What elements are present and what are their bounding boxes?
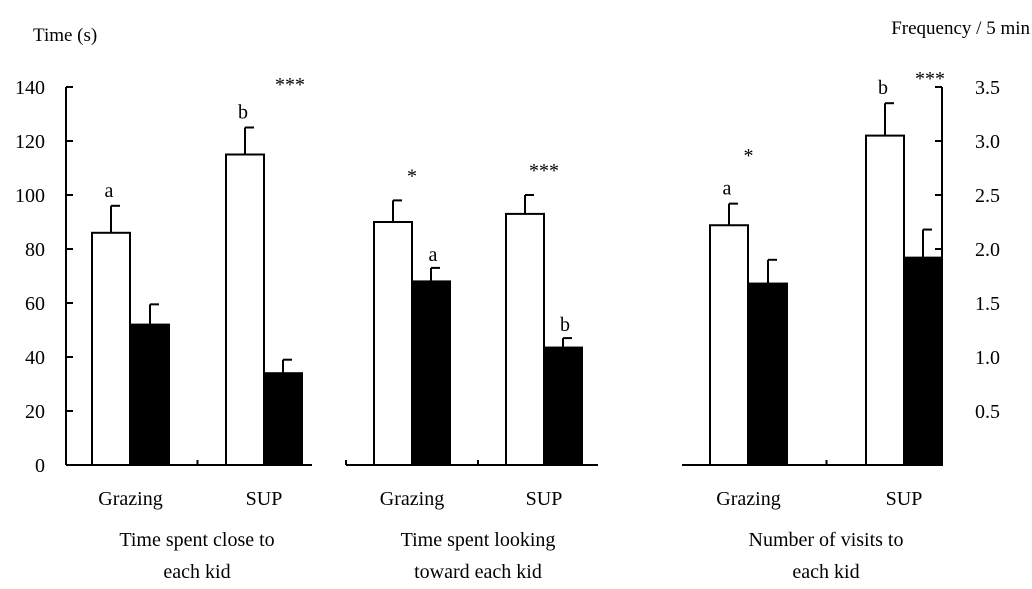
significance-label: * — [407, 165, 417, 187]
right-tick-label: 1.0 — [975, 347, 1000, 369]
left-tick-label: 100 — [15, 185, 45, 207]
right-tick-label: 3.0 — [975, 131, 1000, 153]
right-tick-label: 0.5 — [975, 401, 1000, 423]
right-tick-label: 2.5 — [975, 185, 1000, 207]
bar-filled — [903, 256, 943, 467]
significance-label: *** — [275, 74, 305, 96]
right-tick-label: 3.5 — [975, 77, 1000, 99]
left-tick-label: 40 — [25, 347, 45, 369]
category-label: SUP — [246, 488, 283, 510]
plot-area: 0 20 40 60 80 100 120 140 0.5 1.0 1.5 2.0 2.5 3.0 3.5 a… — [15, 68, 1000, 583]
significance-label: * — [744, 145, 754, 167]
bar-letter-label: a — [429, 244, 438, 266]
bar-open — [373, 221, 413, 466]
bar-filled — [543, 346, 583, 466]
group-label: Time spent close to — [119, 529, 274, 551]
significance-label: *** — [915, 68, 945, 90]
bar-open — [225, 153, 265, 466]
significance-label: *** — [529, 160, 559, 182]
right-tick-label: 2.0 — [975, 239, 1000, 261]
group-label: Time spent looking — [401, 529, 556, 551]
bar-open — [91, 231, 131, 466]
left-tick-label: 20 — [25, 401, 45, 423]
bar-letter-label: b — [878, 77, 888, 99]
category-label: Grazing — [380, 488, 444, 510]
bar-letter-label: a — [723, 178, 732, 200]
bar-letter-label: b — [560, 314, 570, 336]
bar-open — [709, 224, 749, 466]
bar-filled — [411, 280, 451, 466]
bar-open — [865, 134, 905, 466]
left-tick-label: 60 — [25, 293, 45, 315]
left-axis-title: Time (s) — [33, 25, 97, 46]
bar-filled — [130, 323, 170, 466]
left-tick-label: 120 — [15, 131, 45, 153]
left-tick-label: 140 — [15, 77, 45, 99]
bar-letter-label: b — [238, 102, 248, 124]
right-tick-label: 1.5 — [975, 293, 1000, 315]
group-label: each kid — [792, 561, 859, 583]
category-label: Grazing — [716, 488, 780, 510]
right-axis-title: Frequency / 5 min — [891, 18, 1030, 39]
category-label: SUP — [886, 488, 923, 510]
bar-letter-label: a — [105, 180, 114, 202]
left-tick-label: 0 — [35, 455, 45, 477]
bar-filled — [748, 282, 788, 466]
bar-open — [505, 212, 545, 466]
left-tick-label: 80 — [25, 239, 45, 261]
group-label: toward each kid — [414, 561, 542, 583]
bar-filled — [263, 372, 303, 467]
category-label: Grazing — [98, 488, 162, 510]
category-label: SUP — [526, 488, 563, 510]
group-label: Number of visits to — [749, 529, 904, 551]
group-label: each kid — [163, 561, 230, 583]
